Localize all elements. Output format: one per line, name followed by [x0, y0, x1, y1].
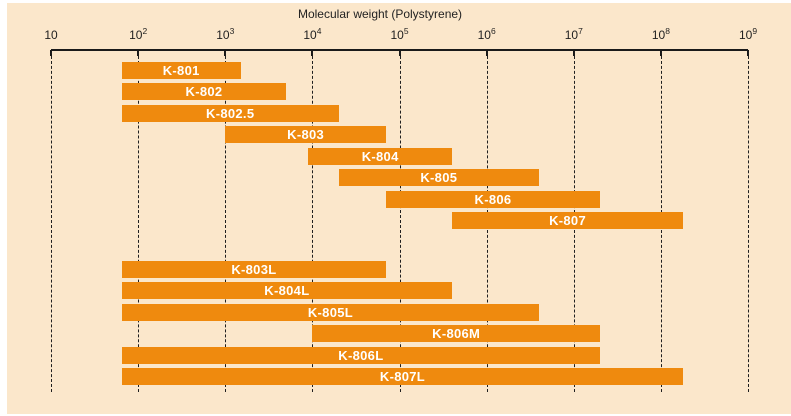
gridline-10e9 [748, 51, 749, 392]
x-tick-label-10e2: 102 [129, 26, 148, 42]
x-tick-label-10e5: 105 [390, 26, 409, 42]
range-bar-k-802: K-802 [121, 83, 287, 101]
x-tick-label-10e4: 104 [303, 26, 322, 42]
range-bar-k-802.5: K-802.5 [121, 104, 339, 122]
gridline-10e2 [138, 51, 140, 392]
x-tick-label-10e6: 106 [477, 26, 496, 42]
range-bar-k-806m: K-806M [312, 325, 600, 343]
x-tick-label-10e1: 10 [44, 28, 58, 42]
gridline-10e5 [399, 51, 401, 392]
range-bar-k-806l: K-806L [121, 346, 600, 364]
x-tick-label-10e3: 103 [216, 26, 235, 42]
range-bar-k-803: K-803 [225, 126, 386, 144]
range-bar-k-803l: K-803L [121, 261, 386, 278]
gridline-10e1 [51, 51, 52, 392]
gridline-10e3 [225, 51, 227, 392]
range-bar-k-804l: K-804L [121, 282, 452, 300]
range-bar-k-807: K-807 [451, 212, 684, 230]
range-bar-k-804: K-804 [308, 147, 452, 165]
range-bar-k-807l: K-807L [121, 368, 684, 386]
x-tick-label-10e7: 107 [564, 26, 583, 42]
gridline-10e4 [312, 51, 314, 392]
x-axis-title: Molecular weight (Polystyrene) [297, 7, 463, 21]
range-bar-k-805: K-805 [338, 169, 540, 187]
range-bar-k-805l: K-805L [121, 303, 540, 321]
range-bar-k-801: K-801 [121, 62, 241, 79]
range-bar-k-806: K-806 [386, 190, 600, 208]
x-tick-label-10e9: 109 [738, 26, 758, 42]
x-tick-label-10e8: 108 [651, 26, 670, 42]
